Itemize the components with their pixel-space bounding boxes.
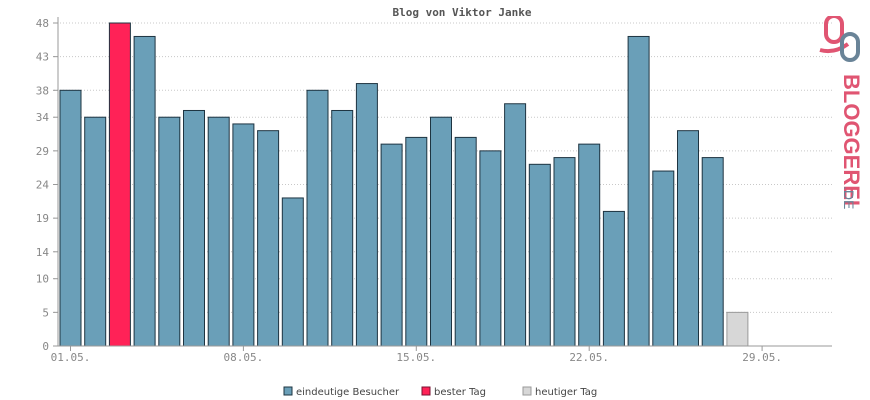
y-tick-label: 48 [36,17,49,30]
bar [207,116,230,347]
bar [504,103,527,347]
legend-swatch [421,386,431,396]
chart-title: Blog von Viktor Janke [392,6,531,19]
legend-label: heutiger Tag [535,387,597,398]
bar [701,157,724,347]
y-tick-labels: 0 5 10 14 19 24 29 34 38 43 48 [36,17,50,353]
y-tick-label: 0 [42,340,49,353]
legend-label: eindeutige Besucher [296,387,400,398]
bar [133,35,156,347]
bar [454,136,477,347]
y-tick-label: 29 [36,145,49,158]
x-tick-label: 01.05. [51,351,91,364]
bar [183,109,205,347]
bar [232,123,255,347]
x-tick-labels: 01.05. 08.05. 15.05. 22.05. 29.05. [51,346,782,364]
y-tick-label: 5 [42,306,49,319]
y-tick-label: 14 [36,246,50,259]
bar [306,89,329,347]
legend-swatch [283,386,293,396]
bar [578,143,601,347]
bars [59,22,749,347]
y-tick-label: 34 [36,111,50,124]
logo-mark-icon [819,14,860,62]
y-tick-label: 43 [36,51,49,64]
y-tick-label: 38 [36,84,49,97]
bloggerei-logo: BLOGGEREI .DE [812,14,868,216]
bar-best-day [108,22,131,347]
bar [528,163,551,347]
bar [430,116,452,347]
bar [553,157,576,347]
bar [602,210,625,347]
y-tick-label: 24 [36,179,50,192]
x-tick-label: 15.05. [396,351,436,364]
x-tick-label: 08.05. [224,351,264,364]
bar [405,136,428,347]
legend-swatch [522,386,532,396]
bar [158,116,181,347]
y-tick-label: 19 [36,212,49,225]
x-tick-label: 22.05. [569,351,609,364]
bar [331,109,354,347]
x-tick-label: 29.05. [742,351,782,364]
bar [380,143,403,347]
bar-today [726,311,749,347]
axes [57,17,832,347]
bar [627,35,650,347]
legend: eindeutige Besucher bester Tag heutiger Ta… [283,386,597,398]
y-tick-label: 10 [36,273,49,286]
bar [84,116,107,347]
bar [257,130,280,347]
logo-text: BLOGGEREI [839,74,864,206]
bar [677,130,699,347]
legend-label: bester Tag [434,387,486,398]
bar [281,197,304,347]
bar [59,89,82,347]
bar [355,83,378,347]
logo-suffix: .DE [841,186,857,209]
bar [479,150,502,347]
bar [652,170,675,347]
